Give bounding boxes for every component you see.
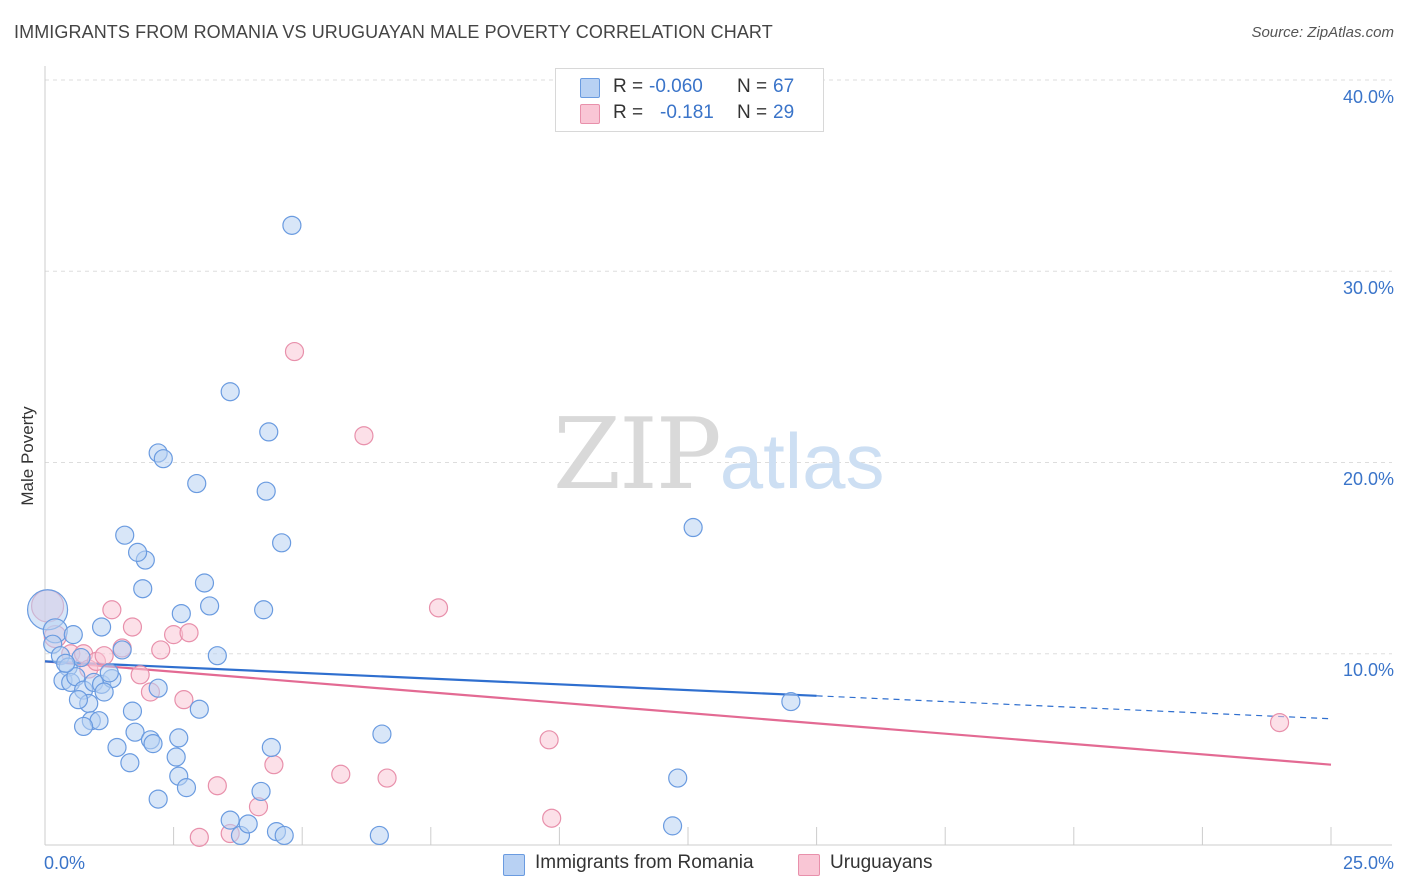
romania-point bbox=[122, 701, 143, 721]
r-label: R = bbox=[613, 102, 644, 123]
romania-point bbox=[68, 690, 89, 710]
r-value: -0.060 bbox=[649, 76, 703, 97]
uruguayans-point bbox=[1269, 712, 1290, 733]
romania-point bbox=[148, 789, 168, 809]
romania-point bbox=[73, 716, 94, 737]
romania-point bbox=[369, 825, 389, 846]
romania-point bbox=[261, 737, 281, 758]
romania-point bbox=[274, 825, 294, 846]
romania-swatch bbox=[503, 854, 525, 876]
romania-point bbox=[120, 753, 140, 773]
romania-point bbox=[200, 596, 220, 616]
uruguayans-point bbox=[264, 755, 284, 775]
romania-point bbox=[127, 542, 148, 562]
romania-point bbox=[107, 737, 127, 758]
romania-point bbox=[272, 533, 292, 553]
uruguayans-point bbox=[174, 690, 194, 710]
romania-point bbox=[683, 517, 703, 538]
y-tick-label: 30.0% bbox=[1342, 278, 1394, 298]
uruguayans-swatch bbox=[580, 104, 600, 124]
axes bbox=[44, 66, 1392, 846]
legend-label: Immigrants from Romania bbox=[535, 852, 754, 873]
uruguayans-point bbox=[189, 827, 209, 847]
trend-lines bbox=[44, 660, 1332, 766]
uruguayans-trend-line bbox=[44, 660, 1332, 766]
romania-point bbox=[143, 734, 163, 754]
uruguayans-point bbox=[151, 640, 171, 660]
source-credit: Source: ZipAtlas.com bbox=[1251, 24, 1394, 41]
romania-point bbox=[238, 814, 258, 834]
romania-point bbox=[148, 678, 168, 698]
n-value: 29 bbox=[773, 102, 795, 123]
watermark-zip: ZIP bbox=[553, 398, 722, 512]
grid-lines bbox=[45, 79, 1392, 655]
romania-point bbox=[133, 579, 153, 599]
uruguayans-point bbox=[122, 617, 143, 637]
romania-point bbox=[194, 573, 215, 593]
romania-point bbox=[99, 663, 119, 683]
romania-point bbox=[207, 646, 227, 666]
romania-point bbox=[169, 728, 189, 748]
romania-trend-line bbox=[44, 660, 817, 697]
romania-trend-extension bbox=[816, 695, 1332, 720]
romania-point bbox=[256, 481, 276, 501]
romania-point bbox=[125, 722, 145, 742]
romania-point bbox=[171, 603, 191, 624]
romania-swatch bbox=[580, 78, 600, 98]
romania-point bbox=[91, 617, 112, 637]
romania-point bbox=[254, 600, 274, 620]
uruguayans-swatch bbox=[798, 854, 820, 876]
romania-point bbox=[662, 816, 683, 836]
x-tick-label: 25.0% bbox=[1342, 853, 1394, 873]
romania-point bbox=[668, 768, 688, 788]
uruguayans-point bbox=[331, 764, 351, 784]
n-label: N = bbox=[737, 76, 768, 97]
watermark-atlas: atlas bbox=[719, 417, 885, 505]
romania-point bbox=[189, 699, 209, 719]
r-value: -0.181 bbox=[660, 102, 714, 123]
romania-point bbox=[220, 382, 240, 402]
n-label: N = bbox=[737, 102, 768, 123]
y-axis-label: Male Poverty bbox=[18, 406, 37, 506]
romania-point bbox=[251, 781, 271, 802]
romania-point bbox=[187, 473, 207, 494]
romania-point bbox=[220, 810, 240, 830]
uruguayans-point bbox=[354, 426, 374, 446]
romania-point bbox=[781, 691, 801, 712]
uruguayans-point bbox=[428, 598, 449, 618]
chart-title: IMMIGRANTS FROM ROMANIA VS URUGUAYAN MAL… bbox=[14, 22, 773, 42]
romania-point bbox=[153, 449, 173, 469]
romania-point bbox=[115, 525, 135, 545]
uruguayans-point bbox=[539, 730, 559, 750]
data-points bbox=[26, 215, 1290, 847]
legend-label: Uruguayans bbox=[830, 852, 933, 873]
x-tick-label: 0.0% bbox=[44, 853, 86, 873]
y-tick-label: 10.0% bbox=[1342, 660, 1394, 680]
r-label: R = bbox=[613, 76, 644, 97]
uruguayans-point bbox=[542, 808, 562, 828]
n-value: 67 bbox=[773, 76, 795, 97]
romania-point bbox=[372, 724, 392, 744]
uruguayans-point bbox=[179, 623, 199, 643]
uruguayans-point bbox=[94, 646, 114, 666]
romania-point bbox=[282, 215, 302, 235]
y-tick-label: 40.0% bbox=[1342, 87, 1394, 107]
uruguayans-point bbox=[284, 341, 305, 362]
romania-point bbox=[259, 422, 279, 442]
y-tick-label: 20.0% bbox=[1342, 469, 1394, 489]
romania-point bbox=[63, 625, 83, 645]
romania-point bbox=[55, 653, 76, 673]
correlation-legend: R = -0.060 N = 67 R = -0.181 N = 29 bbox=[555, 68, 824, 132]
romania-point bbox=[94, 682, 114, 702]
uruguayans-point bbox=[130, 665, 150, 685]
romania-point bbox=[176, 778, 197, 798]
uruguayans-point bbox=[207, 776, 227, 796]
uruguayans-point bbox=[102, 600, 122, 620]
uruguayans-point bbox=[377, 768, 397, 788]
romania-point bbox=[166, 747, 186, 767]
zipatlas-watermark: ZIPatlas bbox=[553, 398, 885, 512]
romania-point bbox=[112, 640, 132, 660]
